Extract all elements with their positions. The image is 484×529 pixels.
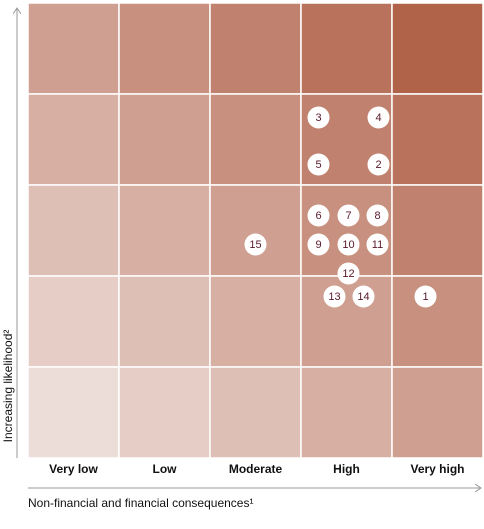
risk-marker-label: 10 — [342, 239, 354, 251]
risk-marker — [323, 285, 346, 308]
risk-marker-label: 9 — [315, 239, 321, 251]
matrix-cell — [391, 93, 484, 186]
matrix-cell — [209, 275, 302, 368]
matrix-cell — [118, 93, 211, 186]
matrix-cell — [209, 93, 302, 186]
matrix-cell — [118, 275, 211, 368]
matrix-cell — [391, 275, 484, 368]
y-axis-label: Increasing likelihood² — [1, 330, 15, 443]
risk-marker-label: 13 — [328, 291, 340, 303]
matrix-cell — [300, 275, 393, 368]
risk-marker — [414, 285, 437, 308]
risk-marker — [366, 233, 389, 256]
risk-marker-label: 3 — [315, 112, 321, 124]
column-label: Very low — [49, 462, 98, 476]
risk-marker-label: 12 — [342, 268, 354, 280]
matrix-cell — [118, 184, 211, 277]
matrix-cell — [209, 2, 302, 95]
column-label: Very high — [410, 462, 464, 476]
risk-marker — [337, 262, 360, 285]
column-label: Low — [153, 462, 178, 476]
risk-marker-label: 15 — [249, 239, 261, 251]
matrix-cell — [300, 366, 393, 459]
risk-marker — [367, 153, 390, 176]
risk-marker — [352, 285, 375, 308]
risk-marker-label: 11 — [372, 239, 383, 251]
risk-marker-label: 1 — [422, 291, 428, 303]
risk-marker — [307, 204, 330, 227]
risk-marker — [307, 153, 330, 176]
matrix-cell — [118, 366, 211, 459]
risk-marker-label: 4 — [375, 112, 381, 124]
risk-marker — [307, 233, 330, 256]
risk-marker-label: 5 — [315, 159, 321, 171]
x-axis-label: Non-financial and financial consequences… — [28, 496, 253, 510]
matrix-cell — [391, 2, 484, 95]
risk-marker — [337, 233, 360, 256]
matrix-cell — [27, 366, 120, 459]
matrix-cell — [300, 184, 393, 277]
risk-marker-label: 7 — [345, 210, 351, 222]
risk-marker-label: 6 — [315, 210, 321, 222]
column-label: Moderate — [229, 462, 283, 476]
risk-marker — [366, 204, 389, 227]
matrix-cell — [300, 2, 393, 95]
risk-marker — [367, 106, 390, 129]
matrix-cell — [27, 93, 120, 186]
risk-marker — [337, 204, 360, 227]
matrix-cell — [27, 275, 120, 368]
matrix-cell — [27, 184, 120, 277]
risk-marker-label: 14 — [357, 291, 369, 303]
matrix-cell — [27, 2, 120, 95]
matrix-cell — [209, 184, 302, 277]
risk-marker-label: 8 — [374, 210, 380, 222]
risk-marker — [244, 233, 267, 256]
matrix-cell — [391, 184, 484, 277]
column-label: High — [333, 462, 360, 476]
risk-marker-label: 2 — [375, 159, 381, 171]
risk-marker — [307, 106, 330, 129]
matrix-cell — [118, 2, 211, 95]
matrix-cell — [391, 366, 484, 459]
matrix-cell — [209, 366, 302, 459]
